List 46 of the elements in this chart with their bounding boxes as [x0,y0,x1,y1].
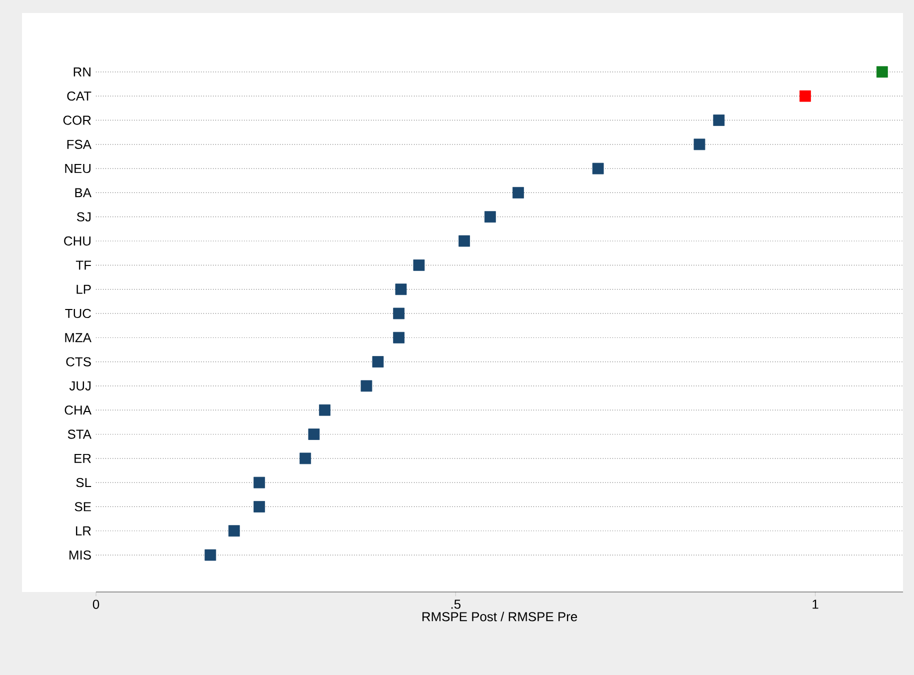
y-tick-label: MIS [70,550,91,560]
point [319,404,330,416]
y-tick-label: CHU [64,236,90,246]
y-tick-label: SE [74,502,91,512]
point [395,284,407,296]
y-tick-label: COR [63,116,91,125]
point [393,332,405,344]
x-tick-label: .5 [451,600,460,609]
y-tick-label: CHA [64,406,92,415]
y-tick-label: CAT [67,91,92,101]
point [413,259,425,271]
point [458,235,470,247]
point [484,211,496,223]
y-tick-label: LR [76,526,91,536]
point [308,428,320,440]
y-tick-label: NEU [65,164,90,174]
y-tick-label: SJ [76,212,91,222]
y-tick-label: ER [74,454,91,463]
point [360,380,372,392]
point [393,308,405,320]
point [372,356,384,368]
y-tick-label: TF [76,260,91,270]
y-tick-label: CTS [66,357,91,366]
x-tick-label: 1 [812,600,818,609]
point [254,476,265,488]
y-tick-label: RN [74,67,90,76]
y-tick-label: SL [76,478,92,488]
y-tick-label: JUJ [69,381,91,390]
x-tick-label: 0 [92,600,100,609]
y-tick-label: MZA [65,333,92,342]
x-axis-title: RMSPE Post / RMSPE Pre [422,612,578,622]
point [799,90,811,102]
point [512,187,524,198]
point [876,66,888,78]
point [592,162,604,174]
point [300,452,312,464]
point [254,501,265,512]
y-tick-label: LP [76,284,91,294]
y-tick-label: BA [75,188,92,198]
point [713,114,725,126]
point [694,138,706,150]
y-tick-label: FSA [67,140,92,149]
y-tick-label: TUC [65,308,91,318]
point [204,549,216,561]
y-tick-label: STA [68,430,92,439]
point [228,525,240,537]
